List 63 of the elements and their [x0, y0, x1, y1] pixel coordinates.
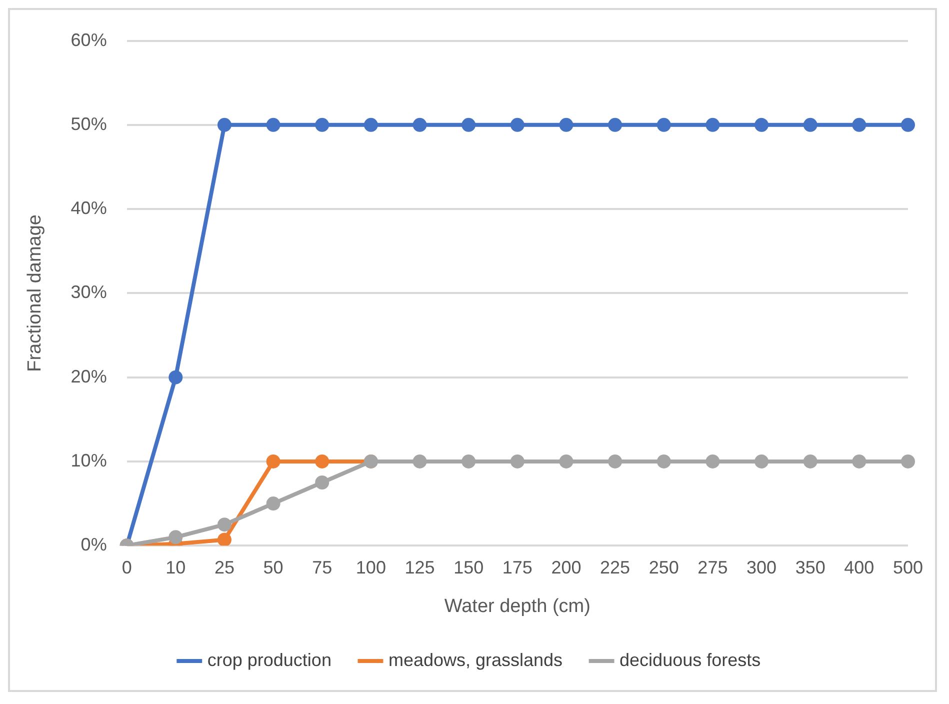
point: [559, 454, 574, 468]
y-tick-label: 60%: [70, 30, 107, 50]
point: [364, 118, 378, 132]
point: [852, 454, 866, 468]
y-tick-label: 50%: [70, 114, 107, 134]
point: [315, 454, 330, 468]
x-tick-label: 25: [214, 557, 234, 578]
point: [754, 118, 769, 132]
point: [706, 118, 720, 132]
x-tick-label: 350: [795, 557, 826, 578]
point: [852, 118, 866, 132]
point: [266, 454, 280, 468]
point: [608, 454, 622, 468]
x-tick-label: 275: [698, 557, 728, 578]
point: [315, 118, 330, 132]
x-tick-label: 175: [502, 557, 532, 578]
point: [217, 518, 232, 532]
y-tick-label: 10%: [70, 450, 107, 470]
x-axis-title: Water depth (cm): [444, 596, 590, 617]
y-tick-label: 30%: [70, 282, 107, 302]
y-tick-label: 0%: [80, 534, 107, 555]
point: [412, 118, 427, 132]
point: [656, 454, 671, 468]
legend-label: crop production: [207, 650, 332, 670]
x-tick-label: 150: [454, 557, 484, 578]
point: [266, 496, 280, 511]
x-tick-label: 10: [166, 557, 186, 578]
x-tick-label: 50: [263, 557, 284, 578]
point: [462, 118, 476, 132]
point: [217, 532, 232, 546]
point: [168, 530, 183, 544]
point: [656, 118, 671, 132]
point: [412, 454, 427, 468]
x-tick-label: 200: [551, 557, 582, 578]
y-tick-label: 20%: [70, 366, 107, 386]
point: [803, 118, 818, 132]
point: [168, 370, 183, 384]
point: [217, 118, 232, 132]
point: [315, 476, 330, 490]
point: [608, 118, 622, 132]
point: [462, 454, 476, 468]
legend-label: meadows, grasslands: [388, 650, 563, 670]
point: [900, 118, 915, 132]
point: [754, 454, 769, 468]
x-tick-label: 75: [312, 557, 332, 578]
legend-label: deciduous forests: [620, 650, 761, 670]
point: [803, 454, 818, 468]
point: [510, 118, 524, 132]
y-axis-title: Fractional damage: [24, 214, 46, 372]
point: [900, 454, 915, 468]
y-tick-label: 40%: [70, 198, 107, 218]
x-tick-label: 0: [122, 557, 132, 578]
point: [559, 118, 574, 132]
x-tick-label: 125: [404, 557, 435, 578]
x-tick-label: 250: [648, 557, 679, 578]
x-tick-label: 400: [844, 557, 874, 578]
x-tick-label: 500: [892, 557, 924, 578]
x-tick-label: 100: [356, 557, 386, 578]
point: [510, 454, 524, 468]
point: [266, 118, 280, 132]
x-tick-label: 300: [746, 557, 777, 578]
point: [706, 454, 720, 468]
x-tick-label: 225: [600, 557, 630, 578]
